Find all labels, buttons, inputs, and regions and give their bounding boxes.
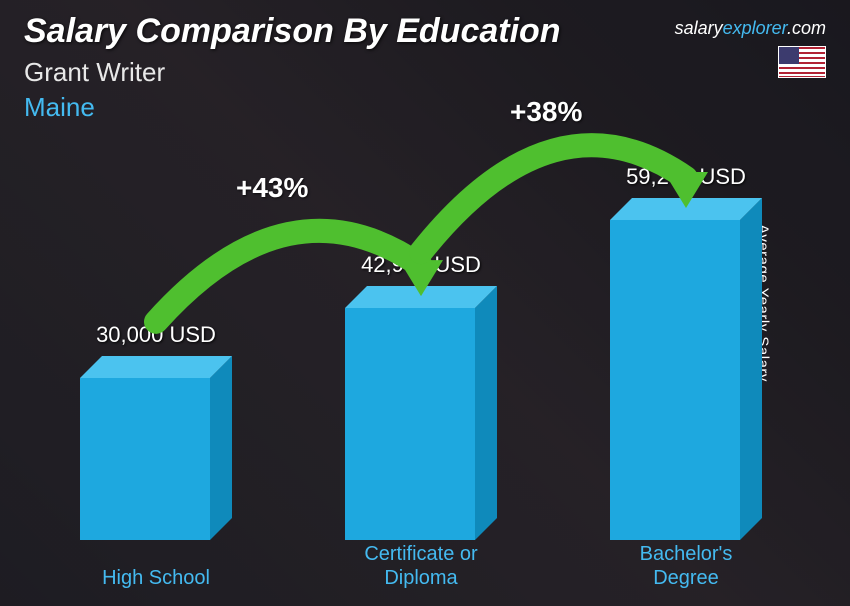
increase-arrow-icon [0,0,850,606]
increase-percent: +38% [510,96,582,128]
increase-percent: +43% [236,172,308,204]
